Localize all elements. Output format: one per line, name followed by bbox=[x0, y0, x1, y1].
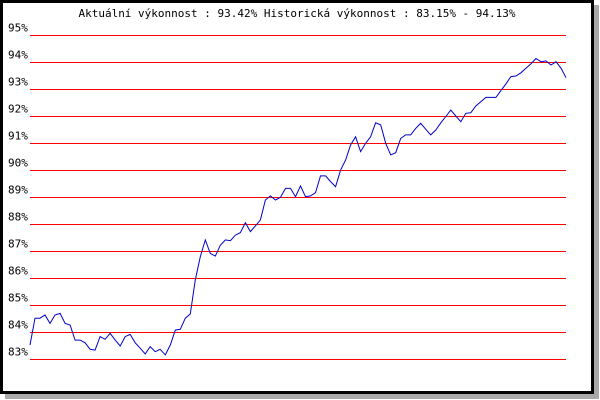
y-tick-label: 87% bbox=[8, 238, 28, 251]
y-tick-label: 90% bbox=[8, 157, 28, 170]
y-tick-label: 85% bbox=[8, 292, 28, 305]
y-tick-label: 86% bbox=[8, 265, 28, 278]
y-tick-label: 84% bbox=[8, 319, 28, 332]
y-tick-label: 94% bbox=[8, 49, 28, 62]
chart-title: Aktuální výkonnost : 93.42% Historická v… bbox=[78, 7, 515, 20]
y-tick-label: 83% bbox=[8, 346, 28, 359]
y-tick-label: 93% bbox=[8, 76, 28, 89]
y-tick-label: 91% bbox=[8, 130, 28, 143]
y-tick-label: 95% bbox=[8, 22, 28, 35]
y-tick-label: 89% bbox=[8, 184, 28, 197]
y-tick-label: 92% bbox=[8, 103, 28, 116]
y-tick-label: 88% bbox=[8, 211, 28, 224]
performance-line bbox=[29, 57, 567, 356]
